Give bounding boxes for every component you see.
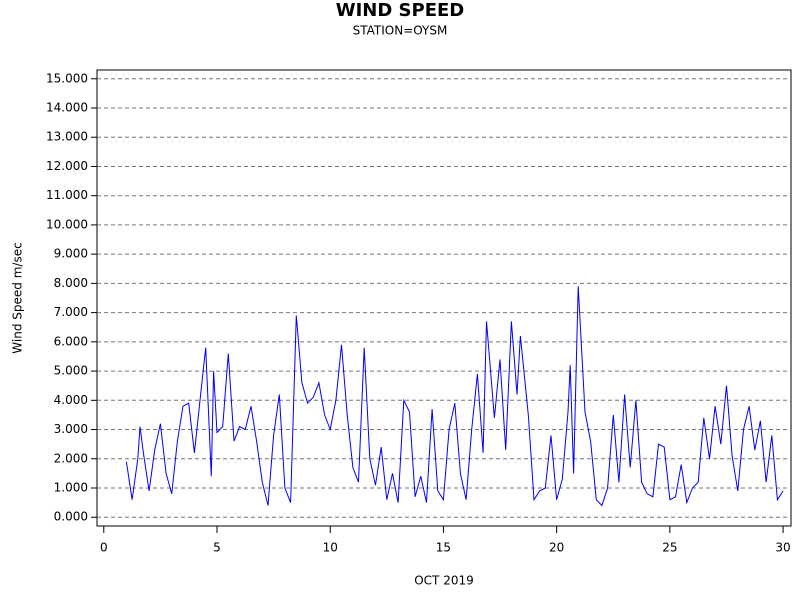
y-tick-label: 13.000	[46, 130, 88, 144]
y-tick-label: 6.000	[54, 334, 88, 348]
y-tick-label: 8.000	[54, 276, 88, 290]
y-tick-label: 2.000	[54, 451, 88, 465]
y-tick-label: 15.000	[46, 71, 88, 85]
y-tick-label: 11.000	[46, 188, 88, 202]
y-tick-label: 7.000	[54, 305, 88, 319]
x-tick-label: 0	[100, 541, 108, 555]
chart-subtitle: STATION=OYSM	[353, 24, 448, 38]
y-tick-label: 9.000	[54, 247, 88, 261]
y-tick-label: 0.000	[54, 510, 88, 524]
x-tick-label: 5	[213, 541, 221, 555]
chart-title: WIND SPEED	[336, 0, 465, 21]
y-tick-label: 1.000	[54, 481, 88, 495]
y-axis-label: Wind Speed m/sec	[11, 242, 25, 353]
y-tick-label: 12.000	[46, 159, 88, 173]
plot-frame	[96, 69, 792, 527]
x-tick-label: 15	[436, 541, 451, 555]
y-tick-label: 3.000	[54, 422, 88, 436]
x-tick-label: 30	[775, 541, 790, 555]
data-line	[125, 286, 784, 507]
y-tick-label: 4.000	[54, 393, 88, 407]
x-tick-label: 20	[549, 541, 564, 555]
x-tick-label: 25	[662, 541, 677, 555]
x-tick-label: 10	[323, 541, 338, 555]
y-tick-label: 10.000	[46, 217, 88, 231]
y-tick-label: 5.000	[54, 364, 88, 378]
x-axis-label: OCT 2019	[414, 574, 474, 588]
y-tick-label: 14.000	[46, 101, 88, 115]
